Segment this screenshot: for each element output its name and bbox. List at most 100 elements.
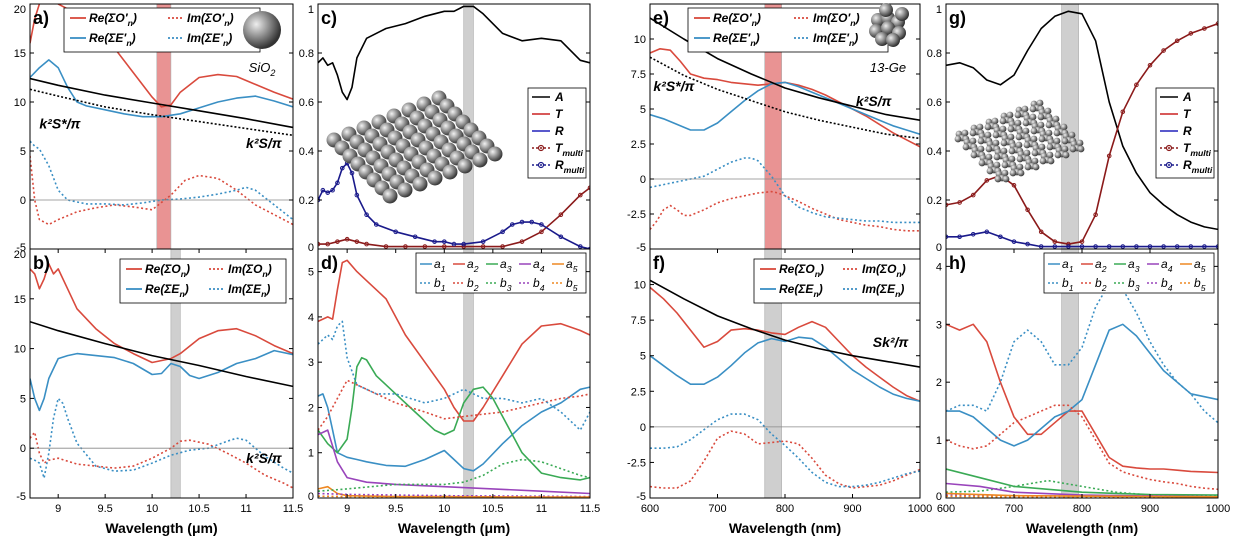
sphere-array-illustration xyxy=(326,90,503,204)
series-marker xyxy=(1161,244,1166,249)
series-line-7 xyxy=(318,458,590,492)
series-line-4 xyxy=(650,279,920,368)
panel-label: g) xyxy=(949,8,966,28)
legend-label: a1 xyxy=(434,257,446,274)
legend-label: b4 xyxy=(533,276,545,293)
y-tick-label: 0.6 xyxy=(927,97,942,109)
x-tick-label: 10.5 xyxy=(188,503,209,515)
panel-label: f) xyxy=(653,253,665,273)
series-marker xyxy=(320,187,326,193)
series-marker xyxy=(1161,48,1166,53)
legend-label: b1 xyxy=(434,276,446,293)
series-marker xyxy=(970,232,976,237)
array-sphere xyxy=(457,158,473,174)
y-tick-label: 4 xyxy=(308,312,314,324)
legend-label: b5 xyxy=(1194,276,1206,293)
series-line-0 xyxy=(318,5,590,101)
legend-box xyxy=(1155,87,1215,179)
series-line-0 xyxy=(946,10,1218,231)
y-tick-label: 0.2 xyxy=(299,195,314,207)
array-sphere xyxy=(1008,147,1016,155)
curve-annotation: k²S/π xyxy=(246,135,283,151)
array-sphere xyxy=(1001,169,1009,177)
array-sphere xyxy=(1006,111,1014,119)
series-marker xyxy=(330,187,335,193)
sio2-sphere-icon xyxy=(243,11,281,49)
panel-label: c) xyxy=(321,8,337,28)
y-tick-label: 20 xyxy=(14,249,26,261)
array-sphere xyxy=(1076,139,1084,147)
x-tick-label: 9 xyxy=(55,503,61,515)
x-tick-label: 1000 xyxy=(908,503,932,515)
array-sphere xyxy=(1062,151,1070,159)
x-tick-label: 600 xyxy=(641,503,659,515)
series-line-2 xyxy=(30,431,293,489)
y-tick-label: 0 xyxy=(640,422,646,434)
plot-frame xyxy=(29,248,294,499)
series-marker xyxy=(500,229,505,235)
array-sphere xyxy=(442,164,458,180)
legend-label: Im(ΣOn) xyxy=(862,262,906,279)
array-sphere xyxy=(1046,143,1054,151)
legend-label: Im(ΣO′n) xyxy=(187,11,234,28)
array-sphere xyxy=(1014,111,1022,119)
series-marker xyxy=(970,192,976,198)
y-tick-label: 0.8 xyxy=(299,48,314,60)
series-marker xyxy=(480,244,486,249)
array-sphere xyxy=(994,175,1002,183)
series-marker xyxy=(1106,153,1112,159)
x-axis-label: Wavelength (nm) xyxy=(1026,520,1138,536)
legend-label: Rmulti xyxy=(555,158,585,175)
series-marker xyxy=(335,239,340,244)
particle-label: SiO2 xyxy=(249,60,276,78)
series-marker xyxy=(403,244,408,249)
array-sphere xyxy=(1016,155,1024,163)
legend-box xyxy=(687,7,889,53)
array-sphere xyxy=(991,117,999,125)
panel-d: 0 1 2 3 4 5 9 9.5 10 10.5 11 11.5 Wavelength (μm) d) a… xyxy=(308,248,600,536)
legend-marker xyxy=(537,144,545,152)
legend-label: Im(ΣOn) xyxy=(228,262,272,279)
series-group xyxy=(946,10,1218,249)
series-marker xyxy=(1038,229,1044,235)
y-tick-label: 0 xyxy=(308,491,314,503)
series-line-1 xyxy=(30,59,293,118)
panel-label: e) xyxy=(653,8,669,28)
array-sphere xyxy=(1060,123,1068,131)
series-marker xyxy=(1202,26,1207,31)
y-tick-label: 3 xyxy=(308,357,314,369)
array-sphere xyxy=(1038,143,1046,151)
y-tick-label: -2.5 xyxy=(627,457,646,469)
y-tick-label: 0 xyxy=(308,242,314,254)
y-tick-label: -5 xyxy=(636,242,646,254)
series-marker xyxy=(1134,244,1139,249)
array-sphere xyxy=(1000,139,1008,147)
array-sphere xyxy=(1023,149,1031,157)
x-axis-label: Wavelength (μm) xyxy=(398,520,510,536)
series-line-4 xyxy=(30,77,293,129)
series-line-2 xyxy=(318,356,590,481)
y-tick-label: -5 xyxy=(16,242,26,254)
series-line-2 xyxy=(30,155,293,226)
array-sphere xyxy=(992,131,1000,139)
series-line-1 xyxy=(946,323,1218,447)
legend: Re(ΣO′n) Im(ΣO′n) Re(ΣE′n) Im(ΣE′n) xyxy=(63,7,261,53)
series-line-5 xyxy=(30,88,293,137)
array-sphere xyxy=(1039,157,1047,165)
array-sphere xyxy=(1009,169,1017,177)
series-line-2 xyxy=(650,190,920,232)
array-sphere xyxy=(1022,119,1030,127)
legend-label: Re(ΣOn) xyxy=(779,262,824,279)
legend-label: Im(ΣEn) xyxy=(862,282,904,299)
array-sphere xyxy=(1031,149,1039,157)
legend: Re(ΣOn) Im(ΣOn) Re(ΣEn) Im(ΣEn) xyxy=(119,258,287,304)
series-line-0 xyxy=(318,259,590,422)
series-marker xyxy=(364,212,369,217)
array-sphere xyxy=(1032,163,1040,171)
y-tick-label: 15 xyxy=(14,294,26,306)
curve-annotation: k²S/π xyxy=(246,450,283,466)
legend-label: b3 xyxy=(1128,276,1140,293)
legend-box xyxy=(753,258,921,304)
x-tick-label: 600 xyxy=(937,503,955,515)
